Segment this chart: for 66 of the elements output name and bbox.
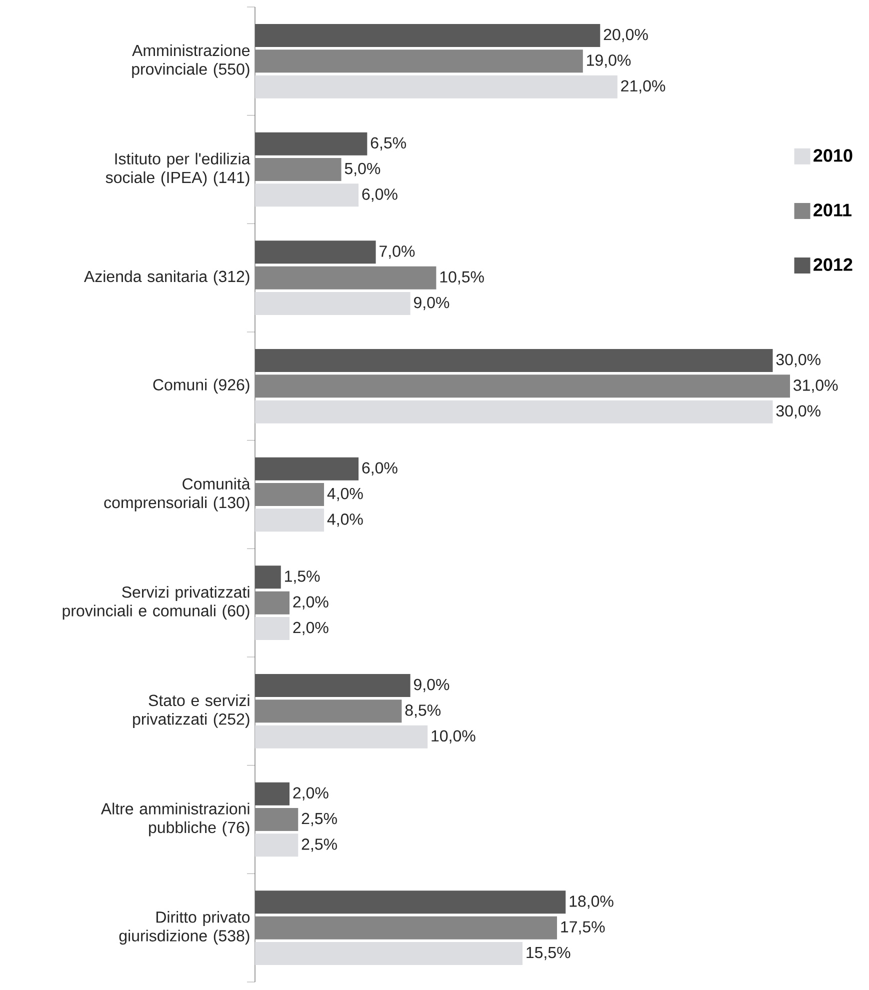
legend-label: 2012 xyxy=(814,258,852,271)
data-label: 4,0% xyxy=(327,488,363,502)
data-label: 6,0% xyxy=(362,188,398,202)
data-label: 19,0% xyxy=(587,54,631,68)
data-label: 2,5% xyxy=(302,812,337,826)
data-label: 21,0% xyxy=(621,80,666,94)
bar xyxy=(255,782,290,806)
data-label: 15,5% xyxy=(526,946,570,960)
bar xyxy=(255,132,368,156)
bar xyxy=(255,674,410,697)
bar xyxy=(255,158,342,181)
bar xyxy=(255,266,436,290)
data-label: 4,0% xyxy=(327,514,363,527)
y-tick-label: Stato e servizi privatizzati (252) xyxy=(133,694,250,728)
y-tick-label: Istituto per l'edilizia sociale (IPEA) (141) xyxy=(106,152,250,186)
data-label: 2,0% xyxy=(293,787,328,800)
bar xyxy=(255,240,376,264)
y-tick-label: Diritto privato giurisdizione (538) xyxy=(119,911,250,945)
data-label: 2,5% xyxy=(302,838,337,852)
bar xyxy=(255,508,324,532)
bar xyxy=(255,808,298,831)
legend-label: 2010 xyxy=(814,149,852,162)
bar xyxy=(255,916,558,940)
data-label: 6,5% xyxy=(370,137,406,150)
data-label: 20,0% xyxy=(604,28,648,42)
y-tick-label: Altre amministrazioni pubbliche (76) xyxy=(100,802,250,836)
bar xyxy=(255,617,290,640)
bar xyxy=(255,700,402,723)
bar xyxy=(255,184,359,207)
data-label: 1,5% xyxy=(285,570,320,584)
bar xyxy=(255,75,618,98)
bar xyxy=(255,50,583,73)
data-label: 9,0% xyxy=(414,678,450,692)
data-label: 30,0% xyxy=(776,354,820,368)
bar xyxy=(255,374,790,398)
data-label: 8,5% xyxy=(405,704,441,718)
data-label: 31,0% xyxy=(794,380,838,393)
legend-label: 2011 xyxy=(814,204,852,216)
bar xyxy=(255,942,522,965)
data-label: 5,0% xyxy=(344,162,380,176)
y-tick-label: Comuni (926) xyxy=(153,378,250,394)
data-label: 9,0% xyxy=(414,296,450,310)
y-tick-label: Azienda sanitaria (312) xyxy=(84,270,250,286)
bar xyxy=(255,482,324,506)
bar xyxy=(255,348,773,372)
bar xyxy=(255,566,281,589)
bar xyxy=(255,400,773,424)
data-label: 2,0% xyxy=(293,596,328,610)
bar xyxy=(255,890,566,914)
data-label: 7,0% xyxy=(380,246,415,259)
bar xyxy=(255,591,290,614)
data-label: 10,0% xyxy=(432,730,476,744)
data-label: 17,5% xyxy=(561,921,605,934)
data-label: 10,5% xyxy=(440,271,484,284)
bar xyxy=(255,292,410,315)
bar xyxy=(255,834,298,857)
bar xyxy=(255,24,600,47)
bar xyxy=(255,457,359,480)
bar xyxy=(255,725,428,748)
data-label: 30,0% xyxy=(776,405,820,418)
y-tick-label: Comunità comprensoriali (130) xyxy=(104,478,250,512)
data-label: 6,0% xyxy=(362,462,398,476)
y-tick-label: Servizi privatizzati provinciali e comunali (60) xyxy=(62,586,250,620)
y-tick-label: Amministrazione provinciale (550) xyxy=(132,44,250,78)
data-label: 2,0% xyxy=(293,622,328,636)
data-label: 18,0% xyxy=(570,896,614,909)
